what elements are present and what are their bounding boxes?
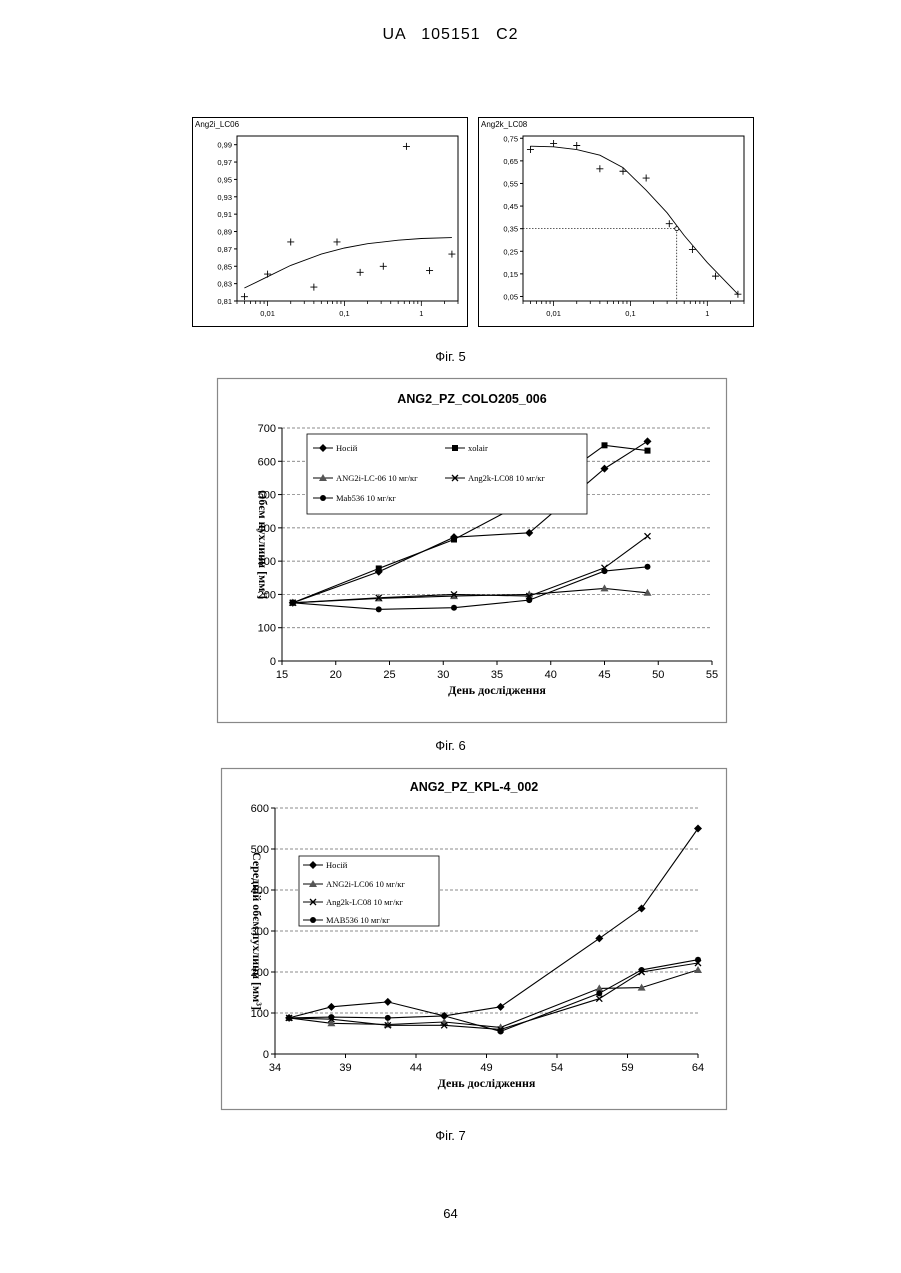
chart-fig5-right: Ang2k_LC08 0,05 0,15 0,25 0,35 0,45 0,55 0,65 0,… (478, 117, 754, 327)
x-tick-label: 0,1 (339, 309, 349, 318)
x-axis-label: День дослідження (448, 683, 546, 697)
y-tick-label: 0 (270, 656, 276, 668)
x-tick-label: 0,1 (625, 309, 635, 318)
y-axis-label: Обєм пухлини [мм³] (256, 490, 270, 599)
ec50-marker (675, 227, 679, 231)
x-tick-label: 64 (692, 1062, 704, 1074)
x-tick-label: 1 (419, 309, 423, 318)
page-number: 64 (0, 1206, 901, 1221)
x-tick-label: 59 (621, 1062, 633, 1074)
legend-label: ANG2i-LC06 10 мг/кг (326, 879, 405, 889)
panel-frame (193, 118, 468, 327)
x-tick-label: 34 (269, 1062, 281, 1074)
y-tick-label: 0,81 (217, 297, 232, 306)
legend-label: Ang2k-LC08 10 мг/кг (326, 897, 403, 907)
panel-frame (479, 118, 754, 327)
chart-title: Ang2i_LC06 (195, 120, 240, 129)
y-tick-label: 0,83 (217, 280, 232, 289)
data-point (451, 537, 457, 543)
x-tick-label: 45 (598, 669, 610, 681)
y-tick-label: 0,75 (503, 134, 518, 143)
chart-frame (222, 769, 727, 1110)
legend-marker (320, 495, 326, 501)
y-tick-label: 0,15 (503, 270, 518, 279)
chart-fig5-left: Ang2i_LC06 0,81 0,83 0,85 0,87 0,89 0,91 0,93 0,… (192, 117, 468, 327)
chart-title: ANG2_PZ_KPL-4_002 (410, 780, 539, 794)
data-point (385, 1015, 391, 1021)
y-tick-label: 0 (263, 1049, 269, 1061)
y-tick-label: 0,99 (217, 141, 232, 150)
y-tick-label: 0,45 (503, 202, 518, 211)
data-point (451, 605, 457, 611)
x-tick-label: 1 (705, 309, 709, 318)
legend-label: Ang2k-LC08 10 мг/кг (468, 473, 545, 483)
chart-title: Ang2k_LC08 (481, 120, 528, 129)
x-tick-label: 49 (480, 1062, 492, 1074)
y-tick-label: 100 (258, 623, 276, 635)
figure-caption-7: Фіг. 7 (0, 1128, 901, 1143)
legend-marker (310, 917, 316, 923)
data-point (695, 957, 701, 963)
data-point (602, 568, 608, 574)
figure-caption-5: Фіг. 5 (0, 349, 901, 364)
chart-title: ANG2_PZ_COLO205_006 (397, 392, 546, 406)
data-point (602, 442, 608, 448)
x-tick-label: 25 (383, 669, 395, 681)
data-point (441, 1013, 447, 1019)
chart-fig6: ANG2_PZ_COLO205_006010020030040050060070… (217, 378, 727, 723)
legend-marker (452, 445, 458, 451)
data-point (645, 564, 651, 570)
data-point (290, 600, 296, 606)
data-point (376, 606, 382, 612)
y-tick-label: 600 (258, 456, 276, 468)
y-tick-label: 0,85 (217, 262, 232, 271)
y-tick-label: 0,25 (503, 247, 518, 256)
y-tick-label: 0,95 (217, 175, 232, 184)
x-tick-label: 15 (276, 669, 288, 681)
legend-label: xolair (468, 443, 488, 453)
x-tick-label: 20 (330, 669, 342, 681)
chart-frame (218, 379, 727, 723)
data-point (328, 1014, 334, 1020)
y-tick-label: 0,97 (217, 158, 232, 167)
page-header: UA 105151 C2 (0, 26, 901, 44)
x-tick-label: 54 (551, 1062, 563, 1074)
data-point (596, 990, 602, 996)
data-point (639, 967, 645, 973)
x-tick-label: 0,01 (260, 309, 275, 318)
data-point (286, 1015, 292, 1021)
x-tick-label: 35 (491, 669, 503, 681)
legend-label: Mab536 10 мг/кг (336, 493, 396, 503)
y-tick-label: 0,91 (217, 210, 232, 219)
x-tick-label: 40 (545, 669, 557, 681)
chart-fig7: ANG2_PZ_KPL-4_00201002003004005006003439… (221, 768, 727, 1110)
x-tick-label: 55 (706, 669, 718, 681)
legend-label: Носій (336, 443, 358, 453)
y-tick-label: 0,65 (503, 157, 518, 166)
y-tick-label: 700 (258, 423, 276, 435)
y-tick-label: 0,05 (503, 292, 518, 301)
y-tick-label: 0,55 (503, 179, 518, 188)
x-tick-label: 0,01 (546, 309, 561, 318)
y-tick-label: 600 (251, 803, 269, 815)
legend-label: ANG2i-LC-06 10 мг/кг (336, 473, 418, 483)
x-tick-label: 44 (410, 1062, 422, 1074)
x-tick-label: 30 (437, 669, 449, 681)
data-point (376, 565, 382, 571)
x-axis-label: День дослідження (438, 1076, 536, 1090)
figure-caption-6: Фіг. 6 (0, 738, 901, 753)
x-tick-label: 39 (339, 1062, 351, 1074)
data-point (645, 448, 651, 454)
y-axis-label: Середній обєм пухлини [мм³] (250, 852, 264, 1010)
y-tick-label: 0,93 (217, 193, 232, 202)
x-tick-label: 50 (652, 669, 664, 681)
y-tick-label: 0,89 (217, 228, 232, 237)
legend-label: MAB536 10 мг/кг (326, 915, 390, 925)
y-tick-label: 0,87 (217, 245, 232, 254)
y-tick-label: 0,35 (503, 225, 518, 234)
legend-label: Носій (326, 860, 348, 870)
data-point (526, 597, 532, 603)
data-point (498, 1028, 504, 1034)
